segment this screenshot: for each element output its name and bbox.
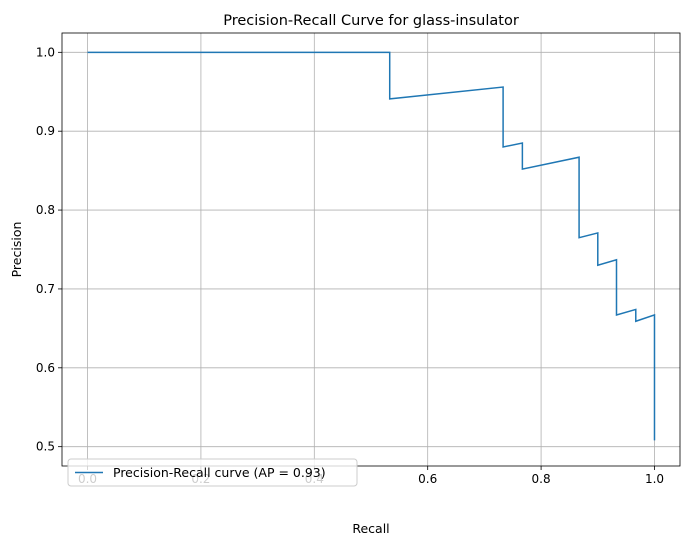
legend-entry-label: Precision-Recall curve (AP = 0.93) [113,465,326,480]
grid [62,33,680,466]
y-tick-label: 0.6 [36,361,55,375]
y-axis-ticks: 0.5 0.6 0.7 0.8 0.9 1.0 [36,45,62,454]
series-layer [87,51,656,441]
y-axis-label: Precision [9,222,24,278]
x-tick-label: 0.8 [532,472,551,486]
legend: Precision-Recall curve (AP = 0.93) [67,458,358,487]
legend-box [67,458,358,487]
pr-curve-line [87,51,656,441]
y-tick-label: 0.5 [36,440,55,454]
plot-frame [61,32,681,467]
x-tick-label: 0.6 [418,472,437,486]
y-tick-label: 0.8 [36,203,55,217]
y-tick-label: 0.9 [36,124,55,138]
x-tick-label: 1.0 [645,472,664,486]
y-tick-label: 0.7 [36,282,55,296]
x-axis-label: Recall [352,521,389,536]
y-tick-label: 1.0 [36,45,55,59]
chart-title: Precision-Recall Curve for glass-insulat… [223,13,519,29]
